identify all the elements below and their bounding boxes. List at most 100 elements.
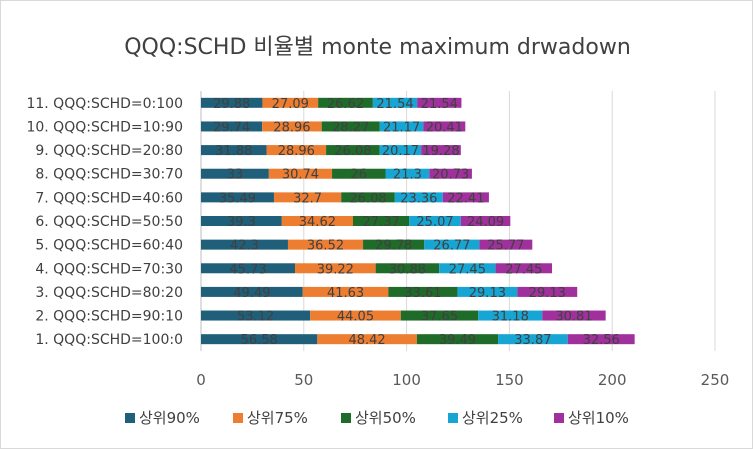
data-label: 26.08 (334, 144, 371, 159)
bar-segment (457, 286, 518, 297)
bar-segment (478, 310, 543, 321)
bar-segment (332, 168, 386, 179)
bar-segment (375, 263, 440, 274)
bar-segment (421, 145, 461, 156)
bar-segment (201, 334, 318, 345)
bar-segment (424, 239, 480, 250)
data-label: 30.88 (389, 262, 426, 277)
data-label: 20.73 (432, 168, 469, 183)
bar-segment (460, 216, 511, 226)
bar-segment (295, 263, 376, 274)
bar-segment (429, 168, 472, 179)
bar-segment (201, 286, 303, 297)
data-label: 44.05 (337, 310, 374, 325)
bar-segment (201, 216, 282, 226)
data-label: 29.88 (213, 97, 250, 112)
legend-label: 상위50% (355, 409, 416, 427)
data-label: 27.09 (272, 97, 309, 112)
category-labels: 1. QQQ:SCHD=100:0 2. QQQ:SCHD=90:10 3. QQQ… (26, 96, 183, 348)
bar-segment (542, 310, 606, 321)
bar-segment (266, 145, 327, 156)
category-label: 7. QQQ:SCHD=40:60 (35, 190, 183, 206)
bar-segment (363, 239, 425, 250)
x-tick-label: 200 (598, 371, 627, 389)
data-label: 25.77 (487, 239, 524, 254)
bar-segment (201, 192, 274, 203)
data-label: 26 (351, 168, 368, 183)
bar-segment (400, 310, 479, 321)
category-label: 10. QQQ:SCHD=10:90 (26, 119, 183, 135)
bar-segment (495, 263, 553, 274)
category-label: 2. QQQ:SCHD=90:10 (35, 309, 183, 325)
bar-segment (281, 216, 353, 226)
legend-label: 상위10% (568, 409, 629, 427)
data-label: 28.96 (273, 120, 310, 135)
data-label: 30.74 (282, 168, 319, 183)
legend-swatch (233, 413, 243, 423)
category-label: 6. QQQ:SCHD=50:50 (35, 214, 183, 230)
bar-layer: 56.58 48.42 39.49 33.87 32.56 53.12 44.05 37.65… (201, 97, 635, 348)
data-label: 32.56 (583, 333, 620, 348)
data-label: 37.65 (421, 310, 458, 325)
data-label: 28.96 (278, 144, 315, 159)
data-label: 33.61 (404, 286, 441, 301)
data-label: 42.3 (230, 239, 259, 254)
legend-label: 상위25% (462, 409, 523, 427)
data-label: 19.28 (422, 144, 459, 159)
data-label: 28.27 (332, 120, 369, 135)
bar-segment (417, 97, 462, 108)
bar-segment (423, 121, 466, 132)
data-label: 27.45 (449, 262, 486, 277)
data-label: 45.73 (229, 262, 266, 277)
data-label: 34.62 (299, 215, 336, 230)
data-label: 33.87 (514, 333, 551, 348)
bar-segment (479, 239, 533, 250)
category-label: 3. QQQ:SCHD=80:20 (35, 285, 183, 301)
category-label: 1. QQQ:SCHD=100:0 (35, 332, 183, 348)
data-label: 39.3 (227, 215, 256, 230)
data-label: 29.13 (469, 286, 506, 301)
x-tick-label: 50 (294, 371, 313, 389)
data-label: 49.49 (233, 286, 270, 301)
bar-segment (201, 263, 296, 274)
data-label: 26.08 (349, 191, 386, 206)
legend-swatch (448, 413, 458, 423)
data-label: 26.62 (327, 97, 364, 112)
bar-segment (498, 334, 568, 345)
bar-segment (388, 286, 458, 297)
bar-segment (416, 334, 499, 345)
data-label: 53.12 (237, 310, 274, 325)
bar-segment (268, 168, 333, 179)
data-label: 36.52 (307, 239, 344, 254)
bar-segment (287, 239, 364, 250)
legend-label: 상위75% (247, 409, 308, 427)
data-label: 23.36 (400, 191, 437, 206)
x-tick-labels: 0 50 100 150 200 250 (196, 371, 729, 389)
bar-segment (317, 334, 417, 345)
data-label: 30.81 (555, 310, 592, 325)
bar-segment (385, 168, 430, 179)
category-label: 9. QQQ:SCHD=20:80 (35, 143, 183, 159)
bar-segment (439, 263, 496, 274)
bar-segment (394, 192, 443, 203)
bar-segment (318, 97, 373, 108)
data-label: 21.54 (421, 97, 458, 112)
legend-label: 상위90% (139, 409, 200, 427)
data-label: 29.74 (213, 120, 250, 135)
data-label: 21.3 (393, 168, 422, 183)
data-label: 35.49 (219, 191, 256, 206)
data-label: 33 (227, 168, 244, 183)
data-label: 31.18 (492, 310, 529, 325)
bar-segment (201, 145, 267, 156)
bar-segment (273, 192, 342, 203)
legend: 상위90% 상위75% 상위50% 상위25% 상위10% (125, 409, 629, 427)
data-label: 20.41 (426, 120, 463, 135)
bar-segment (442, 192, 489, 203)
data-label: 32.7 (293, 191, 322, 206)
bar-segment (341, 192, 395, 203)
bar-segment (372, 97, 418, 108)
bar-segment (201, 310, 311, 321)
data-label: 21.54 (376, 97, 413, 112)
